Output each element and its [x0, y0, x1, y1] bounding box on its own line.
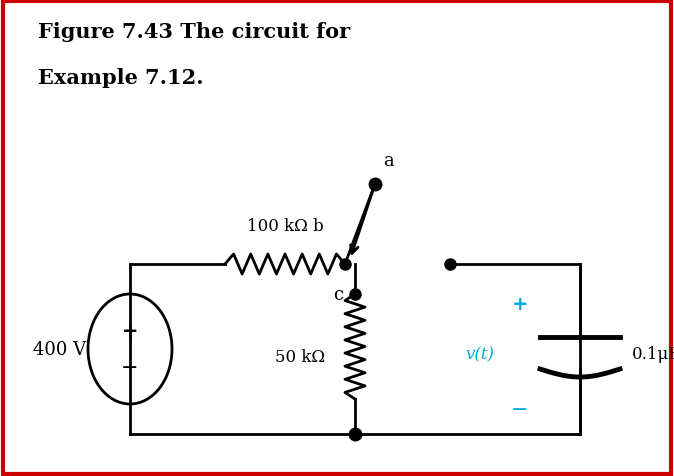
Text: 0.1μF: 0.1μF	[632, 346, 674, 363]
Text: v(t): v(t)	[466, 346, 495, 363]
Text: 50 kΩ: 50 kΩ	[275, 348, 325, 365]
Text: −: −	[512, 399, 528, 419]
Text: a: a	[383, 152, 394, 169]
Text: c: c	[333, 286, 343, 303]
Text: 100 kΩ b: 100 kΩ b	[247, 218, 324, 235]
Text: 400 V: 400 V	[34, 340, 86, 358]
Text: −: −	[121, 357, 139, 377]
Text: Figure 7.43 The circuit for: Figure 7.43 The circuit for	[38, 22, 350, 42]
Text: +: +	[512, 295, 528, 314]
Text: Example 7.12.: Example 7.12.	[38, 68, 204, 88]
Text: +: +	[122, 322, 138, 341]
